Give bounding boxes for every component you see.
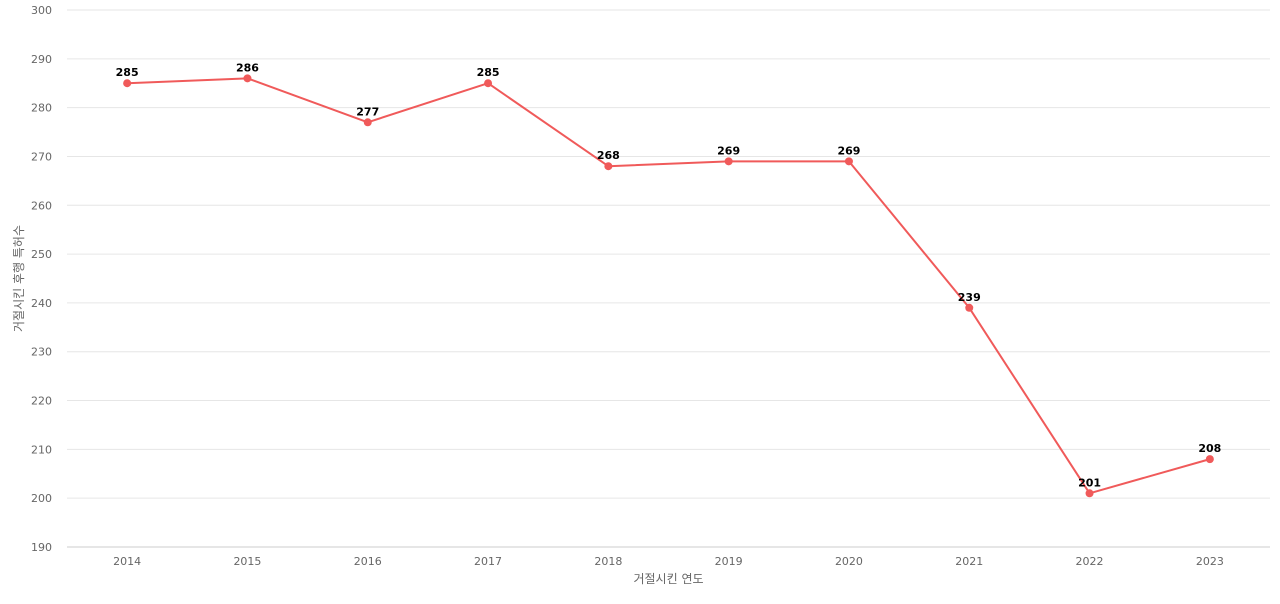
x-tick-label: 2015: [233, 555, 261, 568]
data-label: 239: [958, 291, 981, 304]
y-tick-label: 240: [31, 297, 52, 310]
y-tick-label: 230: [31, 346, 52, 359]
data-label: 286: [236, 61, 259, 74]
y-tick-label: 210: [31, 443, 52, 456]
series: [123, 74, 1214, 497]
data-label: 269: [837, 144, 860, 157]
data-label: 268: [597, 149, 620, 162]
x-tick-label: 2020: [835, 555, 863, 568]
y-tick-label: 220: [31, 395, 52, 408]
gridlines: [67, 10, 1270, 498]
x-axis-title: 거절시킨 연도: [633, 572, 703, 586]
y-tick-label: 190: [31, 541, 52, 554]
y-axis-title: 거절시킨 후행 특허수: [11, 225, 26, 332]
x-tick-label: 2023: [1196, 555, 1224, 568]
data-labels: 285 286 277 285 268 269 269 239 201 208: [116, 61, 1222, 489]
x-tick-label: 2019: [715, 555, 743, 568]
data-point[interactable]: [1206, 455, 1214, 463]
data-label: 277: [356, 105, 379, 118]
data-point[interactable]: [123, 79, 131, 87]
x-tick-label: 2018: [594, 555, 622, 568]
y-tick-label: 200: [31, 492, 52, 505]
data-point[interactable]: [965, 304, 973, 312]
data-label: 285: [116, 66, 139, 79]
data-point[interactable]: [604, 162, 612, 170]
data-point[interactable]: [484, 79, 492, 87]
x-tick-label: 2014: [113, 555, 141, 568]
y-tick-label: 260: [31, 199, 52, 212]
x-tick-label: 2016: [354, 555, 382, 568]
x-tick-label: 2017: [474, 555, 502, 568]
data-point[interactable]: [364, 118, 372, 126]
y-tick-label: 270: [31, 150, 52, 163]
data-label: 201: [1078, 476, 1101, 489]
series-line: [127, 78, 1210, 493]
y-tick-label: 300: [31, 4, 52, 17]
y-tick-label: 250: [31, 248, 52, 261]
x-tick-label: 2022: [1076, 555, 1104, 568]
y-tick-label: 280: [31, 102, 52, 115]
data-label: 208: [1198, 442, 1221, 455]
data-label: 269: [717, 144, 740, 157]
data-label: 285: [477, 66, 500, 79]
data-point[interactable]: [1086, 489, 1094, 497]
data-point[interactable]: [845, 157, 853, 165]
x-tick-label: 2021: [955, 555, 983, 568]
data-point[interactable]: [725, 157, 733, 165]
data-point[interactable]: [243, 74, 251, 82]
y-tick-label: 290: [31, 53, 52, 66]
